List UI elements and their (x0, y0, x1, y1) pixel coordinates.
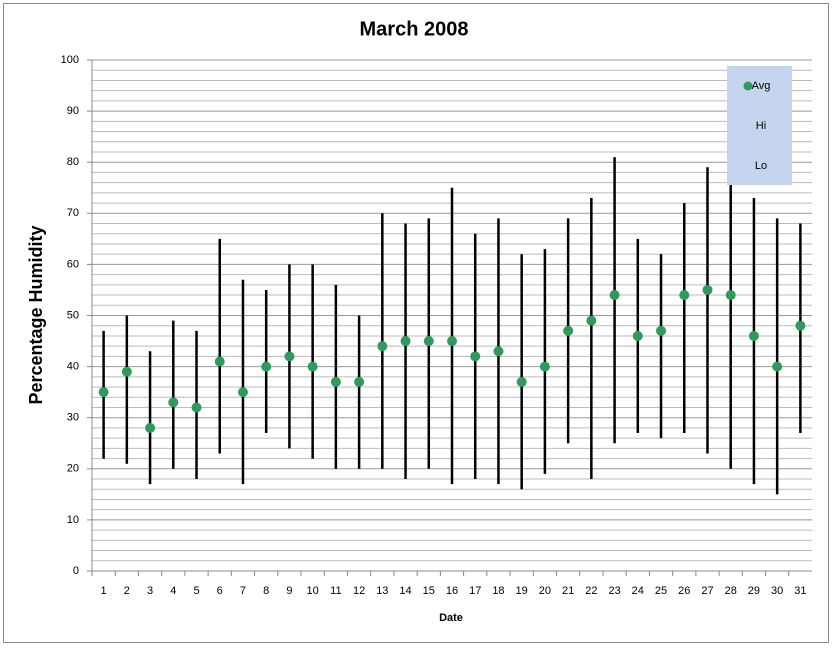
x-tick-label: 31 (794, 585, 806, 597)
x-tick-label: 6 (217, 585, 223, 597)
x-tick-label: 7 (240, 585, 246, 597)
avg-marker (748, 330, 759, 341)
avg-marker (656, 325, 667, 336)
x-tick-label: 11 (330, 585, 341, 597)
avg-marker (98, 387, 109, 398)
x-tick-label: 4 (170, 585, 176, 597)
avg-marker (145, 422, 156, 433)
avg-marker (307, 361, 318, 372)
x-tick-label: 14 (399, 585, 411, 597)
avg-marker (702, 284, 713, 295)
avg-marker (191, 402, 202, 413)
chart-border (3, 3, 829, 643)
x-tick-label: 23 (608, 585, 620, 597)
x-axis-label: Date (439, 612, 463, 624)
x-tick-label: 5 (193, 585, 199, 597)
x-tick-label: 18 (492, 585, 504, 597)
legend-label: Avg (752, 80, 771, 92)
x-tick-label: 25 (655, 585, 667, 597)
x-tick-label: 3 (147, 585, 153, 597)
avg-marker (586, 315, 597, 326)
x-tick-label: 16 (446, 585, 458, 597)
x-tick-label: 17 (469, 585, 481, 597)
avg-marker (400, 336, 411, 347)
avg-marker (423, 336, 434, 347)
avg-marker (772, 361, 783, 372)
avg-marker (214, 356, 225, 367)
avg-marker (795, 320, 806, 331)
x-tick-label: 29 (748, 585, 760, 597)
avg-marker (516, 376, 527, 387)
x-tick-label: 12 (353, 585, 365, 597)
avg-marker (563, 325, 574, 336)
y-axis-label: Percentage Humidity (26, 225, 46, 404)
avg-marker (377, 341, 388, 352)
avg-marker (493, 346, 504, 357)
avg-marker (539, 361, 550, 372)
x-tick-label: 24 (632, 585, 644, 597)
y-tick-label: 20 (67, 463, 79, 475)
x-tick-label: 21 (562, 585, 574, 597)
y-tick-label: 70 (67, 207, 79, 219)
avg-marker (609, 290, 620, 301)
x-tick-label: 2 (124, 585, 130, 597)
legend-label: Hi (756, 120, 766, 132)
avg-marker (284, 351, 295, 362)
avg-marker (679, 290, 690, 301)
x-tick-label: 26 (678, 585, 690, 597)
legend-label: Lo (755, 160, 767, 172)
legend-box (727, 66, 792, 185)
y-tick-label: 30 (67, 412, 79, 424)
avg-marker (447, 336, 457, 347)
x-tick-label: 30 (771, 585, 783, 597)
x-tick-label: 10 (307, 585, 319, 597)
x-tick-label: 22 (585, 585, 597, 597)
y-tick-label: 90 (67, 105, 79, 117)
y-tick-label: 80 (67, 156, 79, 168)
x-tick-label: 19 (516, 585, 528, 597)
x-tick-label: 1 (101, 585, 107, 597)
x-tick-label: 20 (539, 585, 551, 597)
legend-marker (743, 81, 753, 91)
x-tick-label: 13 (376, 585, 388, 597)
x-tick-label: 28 (725, 585, 737, 597)
y-tick-label: 0 (73, 565, 79, 577)
y-tick-label: 60 (67, 258, 79, 270)
avg-marker (261, 361, 272, 372)
avg-marker (470, 351, 481, 362)
x-tick-label: 9 (286, 585, 292, 597)
avg-marker (354, 376, 365, 387)
y-tick-label: 10 (67, 514, 79, 526)
chart-title: March 2008 (360, 18, 469, 40)
y-tick-label: 50 (67, 309, 79, 321)
x-tick-label: 27 (701, 585, 713, 597)
avg-marker (237, 387, 248, 398)
x-tick-label: 15 (423, 585, 435, 597)
avg-marker (725, 290, 736, 301)
x-tick-label: 8 (263, 585, 269, 597)
avg-marker (121, 366, 132, 377)
avg-marker (632, 330, 643, 341)
avg-marker (330, 376, 341, 387)
avg-marker (168, 397, 179, 408)
y-tick-label: 40 (67, 361, 79, 373)
y-tick-label: 100 (61, 54, 79, 66)
